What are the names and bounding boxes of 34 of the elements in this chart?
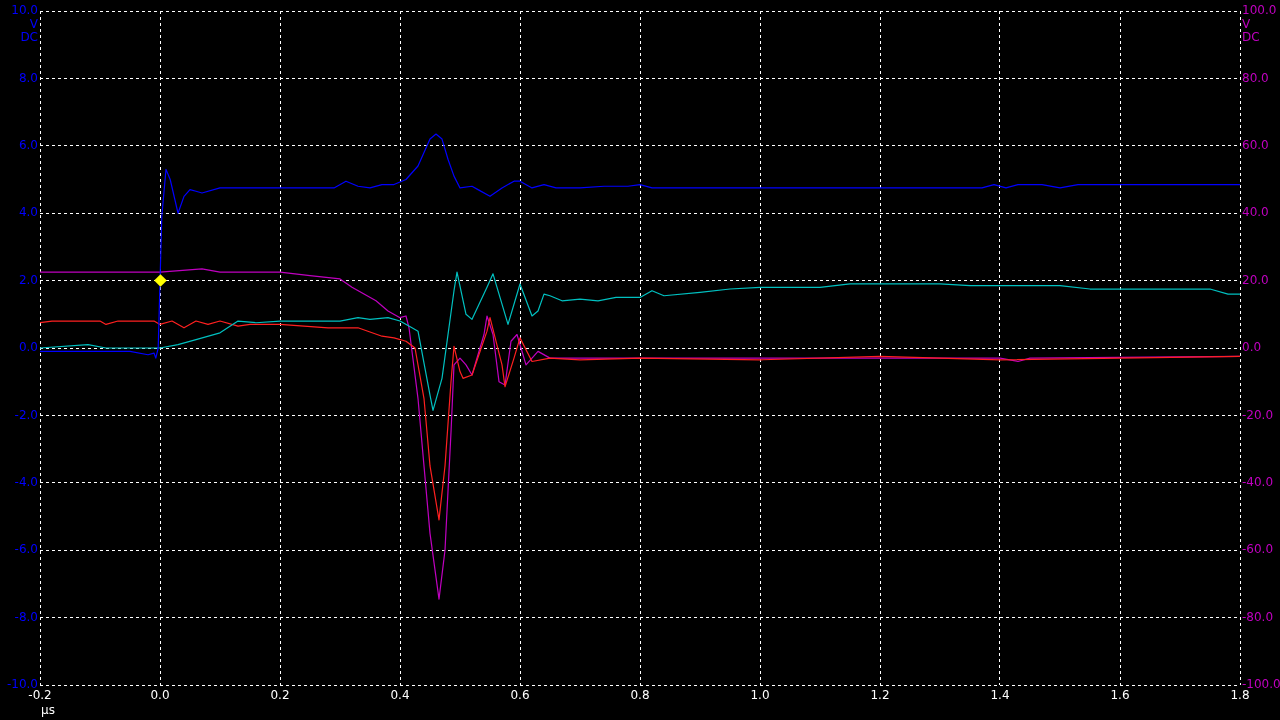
y2-tick-label: -20.0 xyxy=(1242,407,1274,422)
x-tick-label: 0.4 xyxy=(390,688,410,703)
y-axis-title: V DC xyxy=(20,17,39,45)
y2-tick-label: -40.0 xyxy=(1242,474,1274,489)
x-tick-label: 1.2 xyxy=(870,688,890,703)
x-tick-label: 1.0 xyxy=(750,688,770,703)
y2-tick-label: -80.0 xyxy=(1242,609,1274,624)
y2-tick-label: 0.0 xyxy=(1242,340,1262,355)
y2-tick-label: 60.0 xyxy=(1242,137,1269,152)
x-tick-label: 1.6 xyxy=(1110,688,1130,703)
x-tick-label: -0.2 xyxy=(28,688,52,703)
y-tick-label: 10.0 xyxy=(11,3,38,18)
y-tick-label: 4.0 xyxy=(18,205,38,220)
y-tick-label: 6.0 xyxy=(18,137,38,152)
y2-axis-title: V DC xyxy=(1242,17,1260,45)
x-tick-label: 0.8 xyxy=(630,688,650,703)
y-tick-label: 0.0 xyxy=(18,340,38,355)
y-tick-label: -4.0 xyxy=(14,474,38,489)
y-tick-label: -8.0 xyxy=(14,609,38,624)
y2-tick-label: 80.0 xyxy=(1242,70,1269,85)
x-tick-label: 0.2 xyxy=(270,688,290,703)
y-tick-label: 8.0 xyxy=(18,70,38,85)
y2-tick-label: -60.0 xyxy=(1242,542,1274,557)
y-tick-label: -6.0 xyxy=(14,542,38,557)
x-axis-title: µs xyxy=(41,703,55,718)
y-tick-label: -2.0 xyxy=(14,407,38,422)
x-tick-label: 0.0 xyxy=(150,688,170,703)
x-tick-label: 1.4 xyxy=(990,688,1010,703)
x-tick-label: 0.6 xyxy=(510,688,530,703)
y2-tick-label: 100.0 xyxy=(1242,3,1277,18)
y2-tick-label: 40.0 xyxy=(1242,205,1269,220)
y-tick-label: 2.0 xyxy=(18,272,38,287)
x-tick-label: 1.8 xyxy=(1230,688,1250,703)
y2-tick-label: 20.0 xyxy=(1242,272,1269,287)
